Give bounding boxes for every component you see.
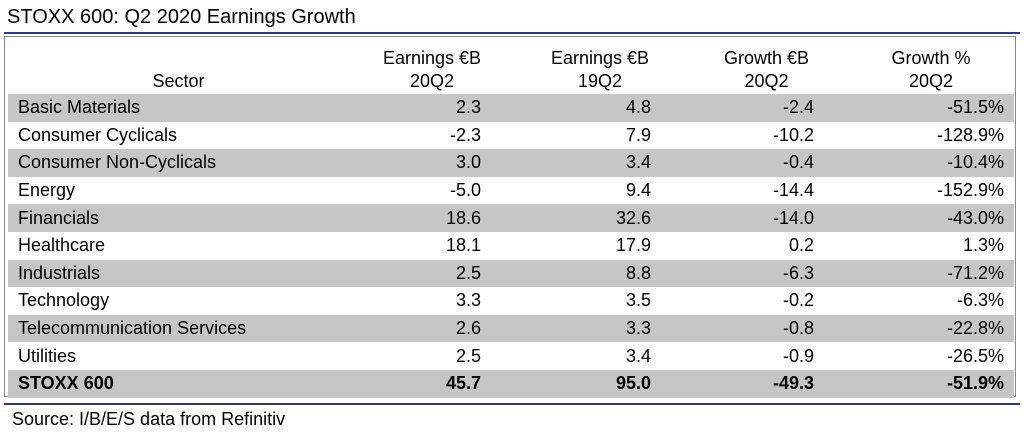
table-row: Industrials 2.5 8.8 -6.3 -71.2% [8,259,1014,288]
table-body: Basic Materials 2.3 4.8 -2.4 -51.5% Cons… [8,94,1014,398]
table-row: Telecommunication Services 2.6 3.3 -0.8 … [8,314,1014,343]
cell-earnings-20q2: 2.3 [349,94,515,122]
cell-earnings-20q2: -5.0 [449,180,481,201]
cell-earnings-19q2-total: 95.0 [515,369,685,398]
cell-growth-pct: -71.2% [848,259,1014,288]
header-growth-pct-line1: Growth % [891,48,971,68]
cell-earnings-19q2: 3.4 [625,345,651,366]
cell-earnings-19q2: 7.9 [625,124,651,145]
cell-earnings-20q2: 2.5 [455,345,481,366]
cell-growth-pct: -128.9% [936,124,1004,145]
header-growth-eur-line1: Growth €B [723,48,810,68]
cell-earnings-19q2: 3.3 [515,314,685,343]
cell-growth-pct: -43.0% [848,204,1014,232]
table-row: Healthcare 18.1 17.9 0.2 1.3% [8,232,1014,260]
cell-growth-pct: -10.4% [848,149,1014,177]
header-growth-pct: Growth % 20Q2 [848,40,1014,94]
cell-sector: Telecommunication Services [8,314,349,343]
cell-sector: Consumer Non-Cyclicals [8,149,349,177]
table-title: STOXX 600: Q2 2020 Earnings Growth [7,6,356,28]
header-earnings-20q2-line2: 20Q2 [409,71,455,91]
cell-earnings-19q2: 32.6 [515,204,685,232]
cell-sector: Basic Materials [8,94,349,122]
cell-growth-eur: -0.8 [685,314,848,343]
cell-sector-total: STOXX 600 [8,369,349,398]
cell-earnings-19q2: 4.8 [515,94,685,122]
cell-growth-eur: 0.2 [788,235,814,256]
cell-earnings-20q2: 2.5 [349,259,515,288]
header-sector-label: Sector [152,71,205,91]
cell-growth-eur: -2.4 [685,94,848,122]
header-growth-eur-line2: 20Q2 [744,71,789,91]
cell-growth-pct: -6.3% [956,290,1004,311]
cell-sector: Technology [18,290,110,311]
cell-growth-pct: -51.5% [848,94,1014,122]
cell-growth-eur: -0.9 [782,345,814,366]
cell-growth-eur: -14.0 [685,204,848,232]
cell-earnings-19q2: 8.8 [515,259,685,288]
header-growth-pct-line2: 20Q2 [908,71,954,91]
header-earnings-19q2-line2: 19Q2 [577,71,623,91]
table-row: Technology 3.3 3.5 -0.2 -6.3% [8,287,1014,315]
earnings-table: Sector Earnings €B 20Q2 Earnings €B 19Q2… [8,40,1014,398]
cell-sector: Industrials [8,259,349,288]
top-rule [4,32,1020,34]
cell-growth-pct: -26.5% [946,345,1004,366]
cell-growth-eur-total: -49.3 [685,369,848,398]
total-row: STOXX 600 45.7 95.0 -49.3 -51.9% [8,369,1014,398]
cell-earnings-20q2: 2.6 [349,314,515,343]
cell-earnings-20q2: -2.3 [449,124,481,145]
table-row: Basic Materials 2.3 4.8 -2.4 -51.5% [8,94,1014,122]
header-earnings-19q2: Earnings €B 19Q2 [515,40,685,94]
cell-earnings-20q2: 18.1 [445,235,481,256]
cell-earnings-20q2: 3.0 [349,149,515,177]
table-row: Utilities 2.5 3.4 -0.9 -26.5% [8,342,1014,370]
table-header: Sector Earnings €B 20Q2 Earnings €B 19Q2… [8,40,1014,94]
header-growth-eur: Growth €B 20Q2 [685,40,848,94]
cell-sector: Consumer Cyclicals [18,124,178,145]
cell-earnings-20q2: 18.6 [349,204,515,232]
table-row: Energy -5.0 9.4 -14.4 -152.9% [8,177,1014,205]
cell-growth-eur: -0.4 [685,149,848,177]
cell-earnings-19q2: 9.4 [625,180,651,201]
header-earnings-19q2-line1: Earnings €B [550,48,650,68]
cell-earnings-20q2: 3.3 [455,290,481,311]
cell-earnings-19q2: 17.9 [615,235,651,256]
cell-growth-pct: -22.8% [848,314,1014,343]
cell-sector: Healthcare [18,235,106,256]
cell-earnings-19q2: 3.5 [625,290,651,311]
cell-sector: Energy [18,180,76,201]
cell-growth-eur: -6.3 [685,259,848,288]
cell-growth-eur: -0.2 [782,290,814,311]
bottom-rule [4,403,1020,405]
cell-sector: Financials [8,204,349,232]
table-row: Consumer Non-Cyclicals 3.0 3.4 -0.4 -10.… [8,149,1014,177]
cell-growth-pct: 1.3% [962,235,1004,256]
cell-growth-eur: -14.4 [772,180,814,201]
cell-earnings-20q2-total: 45.7 [349,369,515,398]
table-row: Consumer Cyclicals -2.3 7.9 -10.2 -128.9… [8,122,1014,150]
header-sector: Sector [8,40,349,94]
cell-sector: Utilities [18,345,77,366]
cell-growth-eur: -10.2 [772,124,814,145]
table-row: Financials 18.6 32.6 -14.0 -43.0% [8,204,1014,232]
header-earnings-20q2: Earnings €B 20Q2 [349,40,515,94]
cell-earnings-19q2: 3.4 [515,149,685,177]
header-earnings-20q2-line1: Earnings €B [382,48,482,68]
source-note: Source: I/B/E/S data from Refinitiv [12,409,286,429]
cell-growth-pct-total: -51.9% [848,369,1014,398]
cell-growth-pct: -152.9% [936,180,1004,201]
